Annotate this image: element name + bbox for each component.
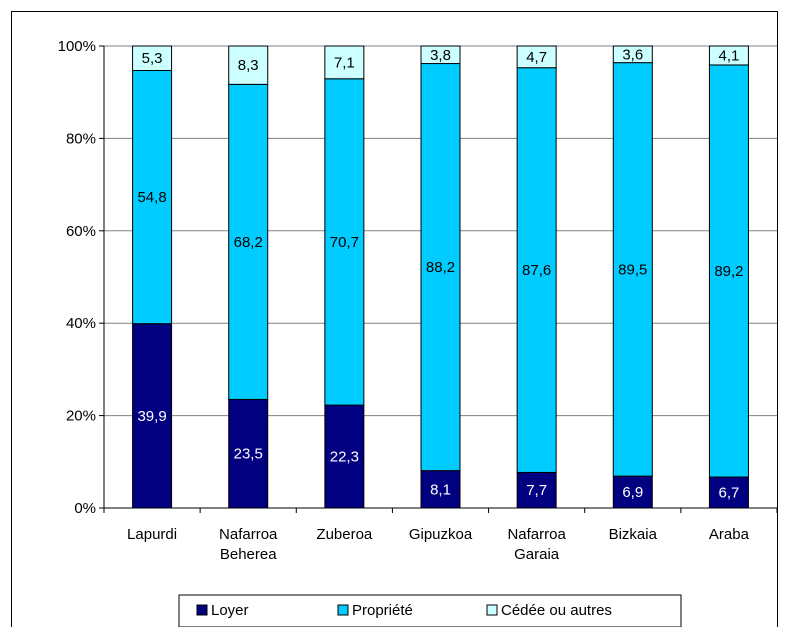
x-category-label: Bizkaia — [609, 526, 658, 543]
y-axis: 0% 20% 40% 60% 80% 100% — [58, 38, 104, 517]
x-category-label: Araba — [709, 526, 750, 543]
legend-label: Cédée ou autres — [501, 602, 612, 619]
data-label: 70,7 — [330, 234, 359, 251]
y-tick-label: 80% — [66, 130, 96, 147]
x-category-label: Lapurdi — [127, 526, 177, 543]
data-label: 8,1 — [430, 481, 451, 498]
y-tick-label: 40% — [66, 315, 96, 332]
data-label: 5,3 — [142, 50, 163, 67]
data-label: 23,5 — [234, 446, 263, 463]
y-tick-label: 100% — [58, 38, 96, 55]
x-category-label: Garaia — [514, 546, 560, 563]
bars — [133, 46, 749, 508]
x-category-label: Nafarroa — [507, 526, 566, 543]
y-tick-label: 0% — [74, 500, 96, 517]
legend-swatch — [338, 605, 348, 615]
data-label: 22,3 — [330, 449, 359, 466]
data-label: 88,2 — [426, 259, 455, 276]
data-label: 87,6 — [522, 262, 551, 279]
data-label: 68,2 — [234, 234, 263, 251]
legend-label: Propriété — [352, 602, 413, 619]
data-label: 7,1 — [334, 54, 355, 71]
legend: Loyer Propriété Cédée ou autres — [179, 595, 681, 627]
legend-swatch — [487, 605, 497, 615]
x-category-label: Zuberoa — [316, 526, 373, 543]
y-tick-label: 20% — [66, 408, 96, 425]
legend-label: Loyer — [211, 602, 249, 619]
data-label: 89,5 — [618, 261, 647, 278]
data-label: 3,6 — [622, 46, 643, 63]
data-label: 8,3 — [238, 57, 259, 74]
legend-swatch — [197, 605, 207, 615]
data-label: 6,9 — [622, 484, 643, 501]
data-label: 4,7 — [526, 49, 547, 66]
x-axis: Lapurdi Nafarroa Beherea Zuberoa Gipuzkoa Naf… — [104, 508, 777, 563]
data-label: 39,9 — [137, 408, 166, 425]
data-label: 7,7 — [526, 482, 547, 499]
x-category-label: Beherea — [220, 546, 277, 563]
y-tick-label: 60% — [66, 223, 96, 240]
x-category-label: Gipuzkoa — [409, 526, 473, 543]
data-label: 54,8 — [137, 189, 166, 206]
data-label: 89,2 — [714, 263, 743, 280]
data-label: 4,1 — [718, 47, 739, 64]
data-label: 6,7 — [718, 485, 739, 502]
x-category-label: Nafarroa — [219, 526, 278, 543]
data-label: 3,8 — [430, 47, 451, 64]
